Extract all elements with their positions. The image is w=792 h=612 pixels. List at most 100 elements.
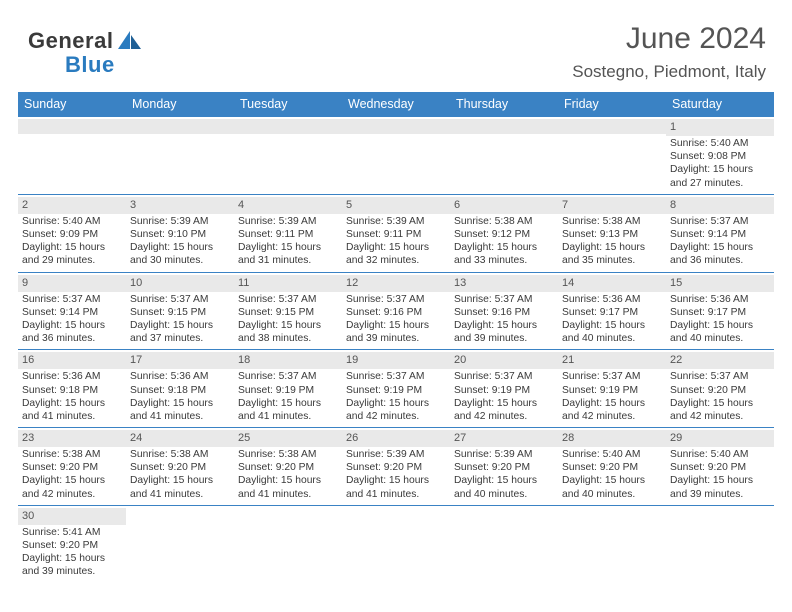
sunrise-line: Sunrise: 5:36 AM [130,370,230,383]
daylight-line-1: Daylight: 15 hours [346,474,446,487]
daylight-line-1: Daylight: 15 hours [22,241,122,254]
sunrise-line: Sunrise: 5:37 AM [346,293,446,306]
daylight-line-2: and 36 minutes. [670,254,770,267]
daylight-line-2: and 42 minutes. [346,410,446,423]
brand-part2: Blue [65,52,115,77]
day-cell: 24Sunrise: 5:38 AMSunset: 9:20 PMDayligh… [126,428,234,505]
daylight-line-1: Daylight: 15 hours [22,319,122,332]
brand-part2-wrap: Blue [66,52,115,78]
day-number: 1 [666,119,774,136]
weeks-container: 1Sunrise: 5:40 AMSunset: 9:08 PMDaylight… [18,117,774,583]
daylight-line-2: and 41 minutes. [130,410,230,423]
sunset-line: Sunset: 9:20 PM [346,461,446,474]
day-number: 27 [450,430,558,447]
daylight-line-2: and 37 minutes. [130,332,230,345]
sunset-line: Sunset: 9:09 PM [22,228,122,241]
sunrise-line: Sunrise: 5:40 AM [562,448,662,461]
calendar-grid: Sunday Monday Tuesday Wednesday Thursday… [18,92,774,583]
day-cell [342,117,450,194]
daylight-line-1: Daylight: 15 hours [130,474,230,487]
day-number: 8 [666,197,774,214]
location: Sostegno, Piedmont, Italy [572,62,766,82]
daylight-line-1: Daylight: 15 hours [130,319,230,332]
sunrise-line: Sunrise: 5:41 AM [22,526,122,539]
day-cell [126,117,234,194]
brand-part1: General [28,28,113,54]
day-cell: 26Sunrise: 5:39 AMSunset: 9:20 PMDayligh… [342,428,450,505]
daylight-line-2: and 39 minutes. [22,565,122,578]
day-details: Sunrise: 5:40 AMSunset: 9:08 PMDaylight:… [670,137,770,190]
daylight-line-1: Daylight: 15 hours [346,241,446,254]
day-number: 26 [342,430,450,447]
day-details: Sunrise: 5:36 AMSunset: 9:17 PMDaylight:… [562,293,662,346]
day-details: Sunrise: 5:40 AMSunset: 9:09 PMDaylight:… [22,215,122,268]
dow-friday: Friday [558,92,666,117]
daylight-line-1: Daylight: 15 hours [670,319,770,332]
daylight-line-2: and 42 minutes. [22,488,122,501]
day-details: Sunrise: 5:39 AMSunset: 9:20 PMDaylight:… [346,448,446,501]
day-cell [666,506,774,583]
sunrise-line: Sunrise: 5:38 AM [238,448,338,461]
day-cell [234,117,342,194]
daylight-line-2: and 42 minutes. [562,410,662,423]
day-cell: 9Sunrise: 5:37 AMSunset: 9:14 PMDaylight… [18,273,126,350]
sunset-line: Sunset: 9:15 PM [238,306,338,319]
daylight-line-1: Daylight: 15 hours [562,241,662,254]
day-details: Sunrise: 5:39 AMSunset: 9:20 PMDaylight:… [454,448,554,501]
day-cell: 2Sunrise: 5:40 AMSunset: 9:09 PMDaylight… [18,195,126,272]
sunset-line: Sunset: 9:08 PM [670,150,770,163]
day-cell: 23Sunrise: 5:38 AMSunset: 9:20 PMDayligh… [18,428,126,505]
week-row: 16Sunrise: 5:36 AMSunset: 9:18 PMDayligh… [18,350,774,428]
daylight-line-2: and 39 minutes. [670,488,770,501]
sunset-line: Sunset: 9:16 PM [346,306,446,319]
day-number: 13 [450,275,558,292]
daylight-line-2: and 35 minutes. [562,254,662,267]
day-details: Sunrise: 5:38 AMSunset: 9:20 PMDaylight:… [130,448,230,501]
day-cell [450,117,558,194]
week-row: 9Sunrise: 5:37 AMSunset: 9:14 PMDaylight… [18,273,774,351]
daylight-line-2: and 41 minutes. [346,488,446,501]
daylight-line-1: Daylight: 15 hours [670,163,770,176]
sunset-line: Sunset: 9:14 PM [22,306,122,319]
day-details: Sunrise: 5:37 AMSunset: 9:20 PMDaylight:… [670,370,770,423]
day-cell [342,506,450,583]
day-cell: 20Sunrise: 5:37 AMSunset: 9:19 PMDayligh… [450,350,558,427]
sunset-line: Sunset: 9:20 PM [562,461,662,474]
day-number: 28 [558,430,666,447]
sunset-line: Sunset: 9:15 PM [130,306,230,319]
sunrise-line: Sunrise: 5:38 AM [562,215,662,228]
sunrise-line: Sunrise: 5:36 AM [670,293,770,306]
title-block: June 2024 Sostegno, Piedmont, Italy [572,22,774,82]
sunrise-line: Sunrise: 5:37 AM [454,293,554,306]
day-number: 19 [342,352,450,369]
week-row: 2Sunrise: 5:40 AMSunset: 9:09 PMDaylight… [18,195,774,273]
day-cell [234,506,342,583]
sunset-line: Sunset: 9:20 PM [22,539,122,552]
daylight-line-1: Daylight: 15 hours [670,241,770,254]
sunset-line: Sunset: 9:11 PM [346,228,446,241]
sunrise-line: Sunrise: 5:37 AM [562,370,662,383]
day-cell [18,117,126,194]
sunset-line: Sunset: 9:17 PM [562,306,662,319]
day-details: Sunrise: 5:37 AMSunset: 9:19 PMDaylight:… [346,370,446,423]
week-row: 30Sunrise: 5:41 AMSunset: 9:20 PMDayligh… [18,506,774,583]
daylight-line-2: and 38 minutes. [238,332,338,345]
daylight-line-1: Daylight: 15 hours [670,474,770,487]
header: General June 2024 Sostegno, Piedmont, It… [18,22,774,82]
day-number: 25 [234,430,342,447]
day-details: Sunrise: 5:36 AMSunset: 9:17 PMDaylight:… [670,293,770,346]
daylight-line-2: and 27 minutes. [670,177,770,190]
daylight-line-1: Daylight: 15 hours [346,397,446,410]
daylight-line-1: Daylight: 15 hours [238,319,338,332]
day-details: Sunrise: 5:38 AMSunset: 9:13 PMDaylight:… [562,215,662,268]
day-details: Sunrise: 5:38 AMSunset: 9:12 PMDaylight:… [454,215,554,268]
day-cell: 5Sunrise: 5:39 AMSunset: 9:11 PMDaylight… [342,195,450,272]
day-details: Sunrise: 5:37 AMSunset: 9:16 PMDaylight:… [454,293,554,346]
day-details: Sunrise: 5:37 AMSunset: 9:14 PMDaylight:… [670,215,770,268]
day-number: 18 [234,352,342,369]
day-details: Sunrise: 5:40 AMSunset: 9:20 PMDaylight:… [670,448,770,501]
daylight-line-1: Daylight: 15 hours [22,474,122,487]
day-number: 6 [450,197,558,214]
daylight-line-2: and 29 minutes. [22,254,122,267]
sunrise-line: Sunrise: 5:37 AM [238,370,338,383]
